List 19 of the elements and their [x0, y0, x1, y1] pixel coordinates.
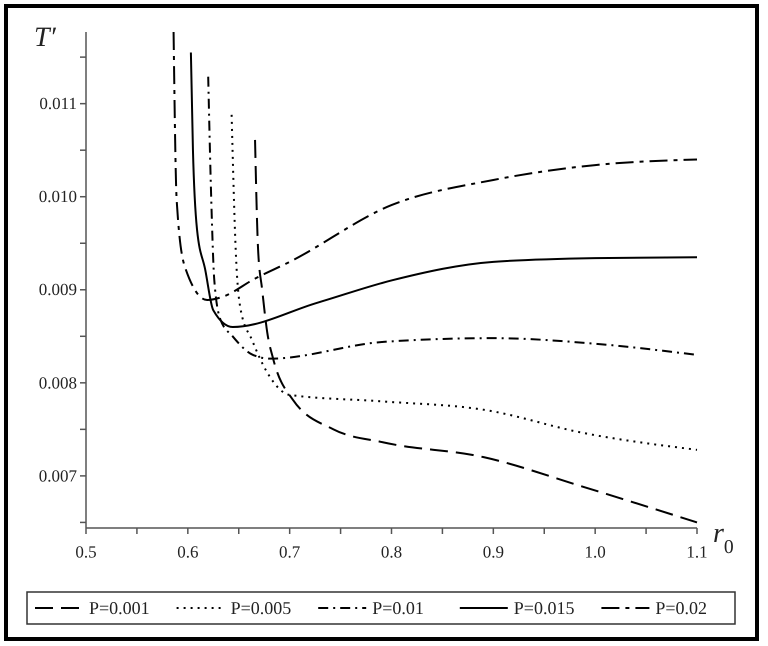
y-tick-label: 0.007: [38, 466, 78, 486]
x-tick-label: 1.1: [686, 542, 708, 562]
x-axis-title: r$_{0}$: [713, 518, 734, 558]
y-axis-title: T′: [34, 22, 57, 53]
x-tick-label: 0.5: [75, 542, 97, 562]
legend-label: P=0.001: [89, 598, 150, 618]
y-tick-label: 0.009: [38, 280, 77, 300]
x-tick-label: 0.9: [482, 542, 504, 562]
legend-label: P=0.015: [514, 598, 574, 618]
legend-label: P=0.01: [372, 598, 424, 618]
x-tick-label: 1.0: [584, 542, 606, 562]
y-tick-label: 0.008: [38, 373, 77, 392]
y-tick-label: 0.010: [38, 187, 77, 206]
legend-label: P=0.02: [655, 598, 708, 618]
legend-label: P=0.005: [230, 598, 292, 618]
x-tick-label: 0.6: [177, 542, 198, 562]
y-tick-label: 0.011: [39, 94, 77, 114]
x-tick-label: 0.7: [279, 542, 301, 562]
x-tick-label: 0.8: [380, 542, 402, 562]
